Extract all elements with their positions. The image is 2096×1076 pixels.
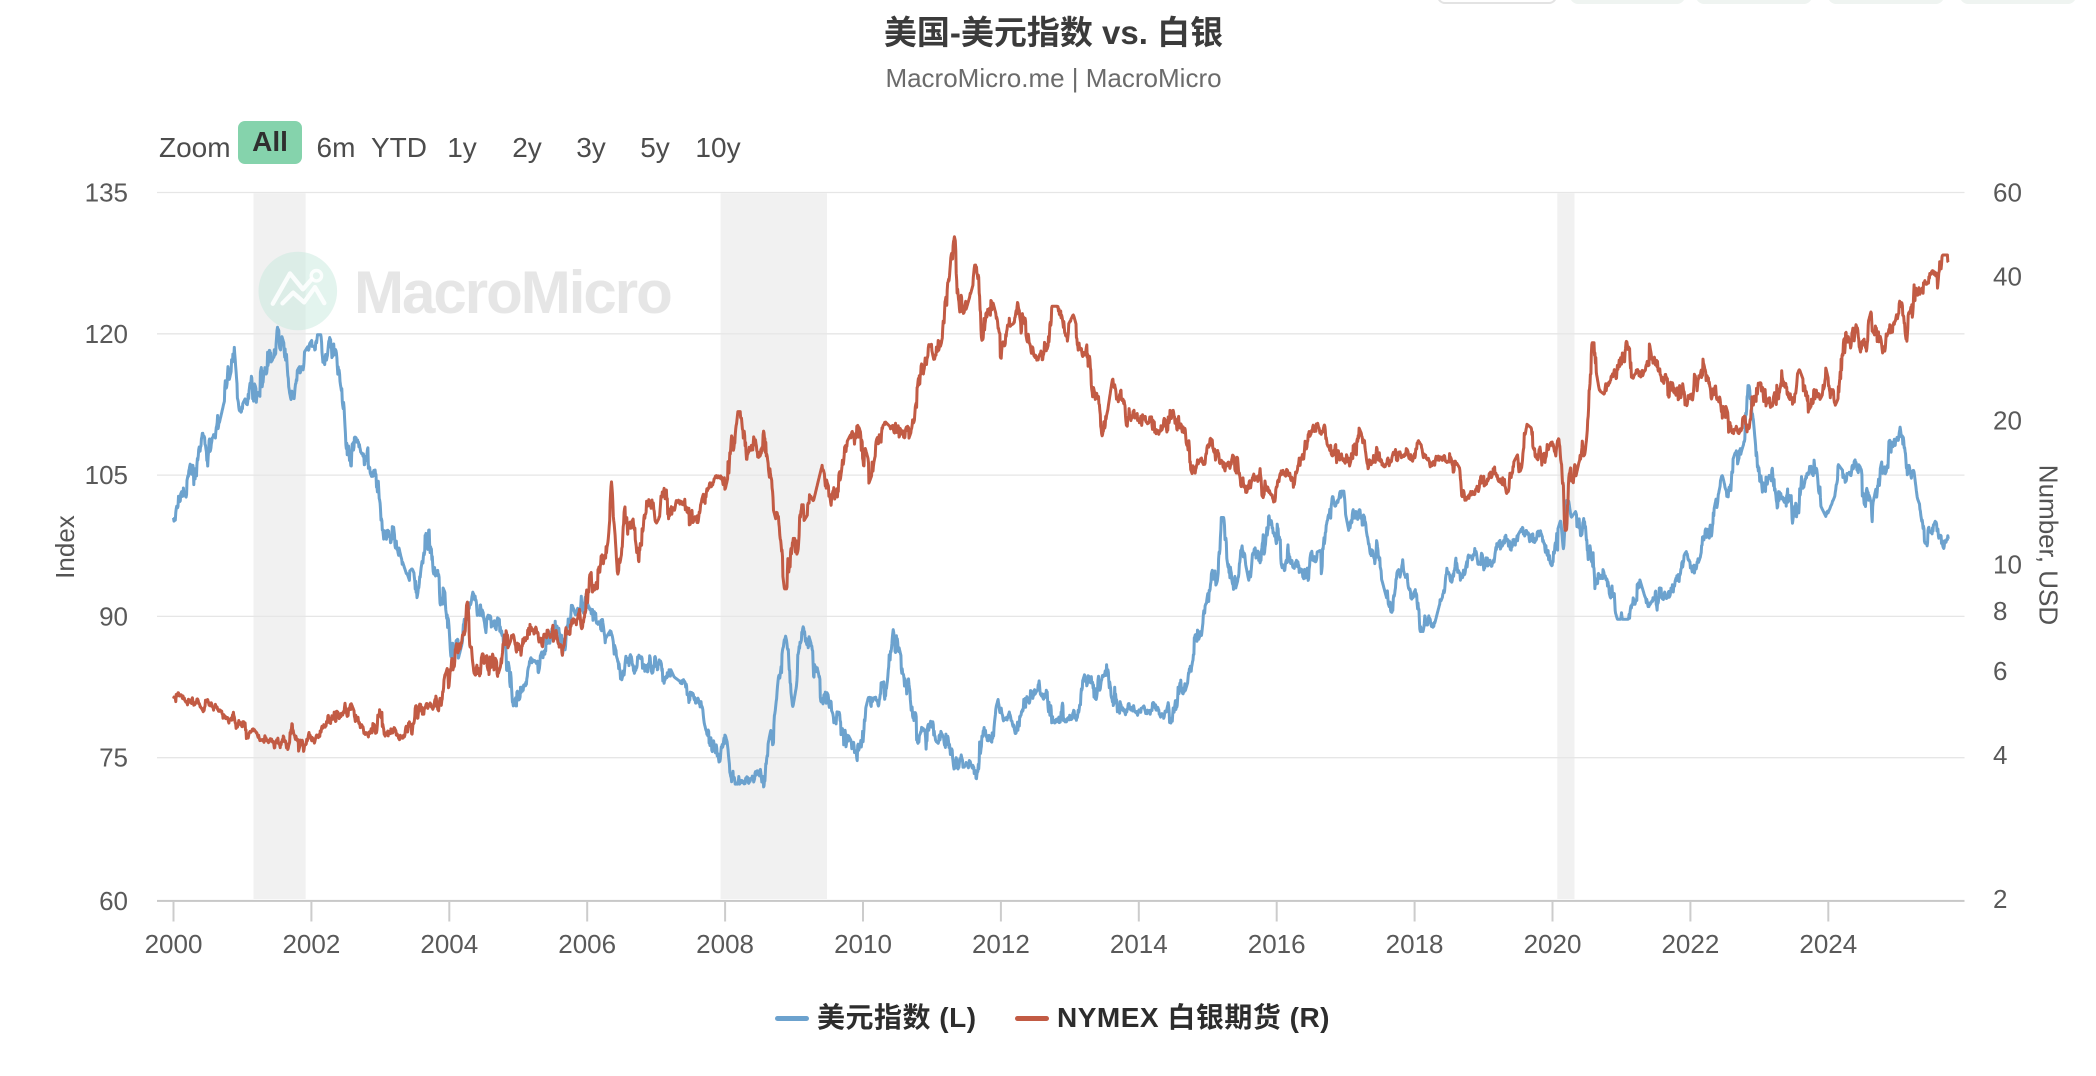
svg-text:2018: 2018 bbox=[1386, 929, 1444, 959]
svg-text:2004: 2004 bbox=[420, 929, 478, 959]
svg-text:Number, USD: Number, USD bbox=[2034, 465, 2064, 625]
svg-text:10: 10 bbox=[1993, 550, 2022, 580]
svg-text:60: 60 bbox=[99, 886, 128, 916]
svg-text:8: 8 bbox=[1993, 596, 2007, 626]
svg-text:2024: 2024 bbox=[1799, 929, 1857, 959]
svg-text:2022: 2022 bbox=[1661, 929, 1719, 959]
svg-text:20: 20 bbox=[1993, 406, 2022, 436]
svg-text:90: 90 bbox=[99, 601, 128, 631]
svg-text:MacroMicro: MacroMicro bbox=[354, 259, 671, 326]
svg-text:2006: 2006 bbox=[558, 929, 616, 959]
svg-text:2000: 2000 bbox=[145, 929, 203, 959]
svg-text:2016: 2016 bbox=[1248, 929, 1306, 959]
svg-text:135: 135 bbox=[85, 178, 128, 208]
svg-text:75: 75 bbox=[99, 743, 128, 773]
svg-text:2008: 2008 bbox=[696, 929, 754, 959]
svg-text:2: 2 bbox=[1993, 884, 2007, 914]
svg-text:2014: 2014 bbox=[1110, 929, 1168, 959]
svg-text:40: 40 bbox=[1993, 262, 2022, 292]
svg-text:60: 60 bbox=[1993, 178, 2022, 208]
svg-text:105: 105 bbox=[85, 460, 128, 490]
svg-text:2002: 2002 bbox=[282, 929, 340, 959]
svg-text:2010: 2010 bbox=[834, 929, 892, 959]
svg-text:2020: 2020 bbox=[1524, 929, 1582, 959]
svg-text:4: 4 bbox=[1993, 740, 2007, 770]
svg-text:2012: 2012 bbox=[972, 929, 1030, 959]
svg-text:Index: Index bbox=[50, 515, 80, 579]
svg-text:6: 6 bbox=[1993, 656, 2007, 686]
svg-text:120: 120 bbox=[85, 319, 128, 349]
